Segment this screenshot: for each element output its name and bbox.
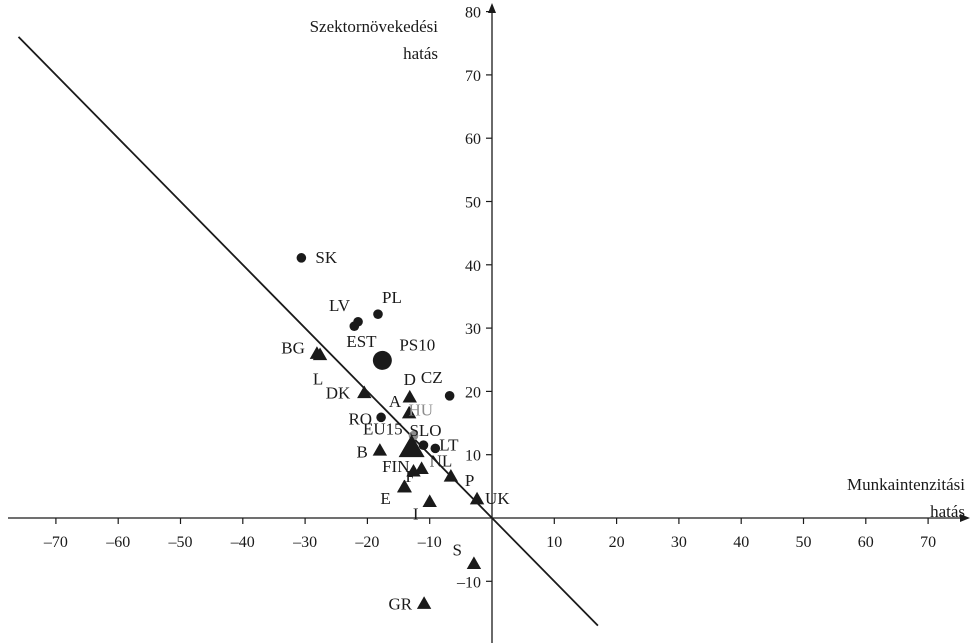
x-axis-title-line1: Munkaintenzitási	[847, 475, 965, 494]
y-tick-label: 70	[465, 68, 481, 85]
point-eu15	[398, 434, 425, 458]
x-tick-label: –20	[354, 534, 379, 551]
y-axis-title-line1: Szektornövekedési	[310, 17, 439, 36]
label-l: L	[313, 370, 323, 389]
label-lv: LV	[329, 296, 351, 315]
point-sk	[296, 253, 307, 263]
point-pl	[373, 309, 383, 319]
y-tick-label: 10	[465, 448, 481, 465]
y-tick-label: 80	[465, 5, 481, 22]
point-b	[372, 443, 388, 456]
label-hu: HU	[409, 401, 434, 420]
y-tick-label: 60	[465, 131, 481, 148]
y-axis-arrow	[488, 3, 496, 13]
point-ro	[376, 412, 386, 423]
point-dk	[357, 385, 372, 399]
label-d: D	[404, 370, 416, 389]
axes	[8, 3, 970, 643]
point-l	[312, 347, 328, 361]
label-pl: PL	[382, 288, 402, 307]
label-i: I	[413, 505, 419, 524]
x-tick-label: 70	[920, 534, 936, 551]
label-est: EST	[346, 332, 377, 351]
label-fin: FIN	[382, 457, 409, 476]
x-axis-title-line2: hatás	[930, 502, 965, 521]
x-tick-label: 20	[609, 534, 625, 551]
point-e	[397, 479, 412, 493]
x-tick-label: –30	[292, 534, 317, 551]
point-slo	[418, 440, 429, 451]
y-tick-label: –10	[456, 574, 481, 591]
label-f: F	[405, 467, 414, 486]
point-p	[443, 469, 459, 482]
label-a: A	[389, 392, 402, 411]
x-tick-label: –50	[168, 534, 193, 551]
point-cz	[444, 391, 455, 401]
x-tick-label: 60	[858, 534, 874, 551]
x-tick-label: 30	[671, 534, 687, 551]
label-cz: CZ	[421, 368, 443, 387]
label-nl: NL	[430, 452, 453, 471]
label-eu15: EU15	[363, 420, 403, 439]
point-d	[402, 389, 417, 403]
x-tick-label: –40	[230, 534, 255, 551]
label-ps10: PS10	[399, 335, 435, 354]
y-axis-title-line2: hatás	[403, 44, 438, 63]
reference-line	[17, 36, 599, 627]
point-est	[349, 321, 360, 332]
x-tick-label: –10	[417, 534, 442, 551]
point-lt	[430, 443, 441, 454]
x-tick-label: –70	[43, 534, 68, 551]
label-b: B	[357, 442, 368, 461]
label-lt: LT	[439, 435, 459, 454]
tick-labels: –70 –60 –50 –40 –30 –20 –10 10 20 30 40 50 60 70 –10 10…	[43, 5, 936, 592]
label-slo: SLO	[409, 421, 441, 440]
label-uk: UK	[485, 489, 510, 508]
label-p: P	[465, 471, 474, 490]
point-ps10	[372, 350, 392, 370]
reference-line-group	[17, 36, 599, 627]
label-sk: SK	[315, 248, 337, 267]
x-tick-label: 10	[546, 534, 562, 551]
label-dk: DK	[326, 384, 351, 403]
data-points	[296, 253, 485, 609]
x-tick-label: 40	[733, 534, 749, 551]
point-s	[466, 556, 482, 569]
axis-titles: Szektornövekedési hatás Munkaintenzitási…	[310, 17, 966, 521]
point-gr	[416, 596, 432, 609]
y-tick-label: 40	[465, 258, 481, 275]
label-ro: RO	[348, 409, 372, 428]
label-gr: GR	[388, 594, 412, 613]
y-tick-label: 50	[465, 195, 481, 212]
label-s: S	[452, 541, 461, 560]
y-tick-label: 30	[465, 321, 481, 338]
label-e: E	[380, 489, 390, 508]
point-nl	[414, 461, 429, 475]
y-tick-label: 20	[465, 384, 481, 401]
x-axis-arrow	[960, 514, 970, 522]
point-uk	[469, 491, 485, 505]
point-a	[401, 405, 417, 419]
label-bg: BG	[281, 338, 305, 357]
point-i	[422, 494, 437, 507]
x-tick-label: 50	[796, 534, 812, 551]
x-tick-label: –60	[105, 534, 130, 551]
